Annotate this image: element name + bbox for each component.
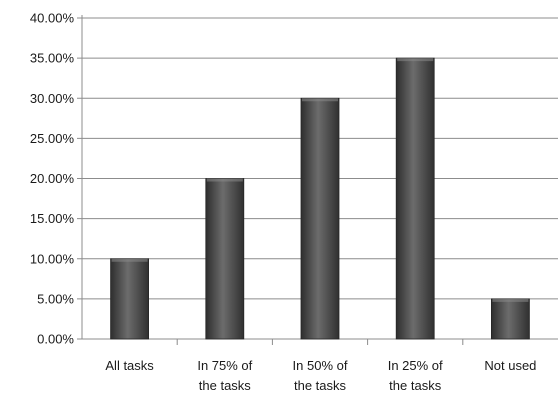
x-category-label: In 50% of	[293, 358, 348, 373]
y-tick-label: 25.00%	[30, 131, 75, 146]
y-tick-label: 0.00%	[37, 332, 74, 347]
bar	[490, 298, 530, 340]
axes	[77, 15, 558, 345]
x-category-label: All tasks	[105, 358, 154, 373]
bar	[205, 178, 245, 340]
x-category-label: Not used	[484, 358, 536, 373]
bar	[300, 97, 340, 340]
bar-top-bevel	[492, 298, 529, 302]
bar-top-bevel	[206, 178, 243, 182]
y-tick-label: 15.00%	[30, 211, 75, 226]
bar-top-bevel	[302, 98, 338, 102]
x-category-label: the tasks	[294, 378, 347, 393]
x-category-label: In 25% of	[388, 358, 443, 373]
x-category-labels: All tasks In 75% of the tasks In 50% of the …	[105, 358, 536, 393]
y-tick-labels: 0.00% 5.00% 10.00% 15.00% 20.00% 25.00% 30.00%…	[30, 11, 75, 347]
y-tick-label: 35.00%	[30, 51, 75, 66]
x-category-label: the tasks	[199, 378, 252, 393]
y-tick-label: 5.00%	[37, 291, 74, 306]
y-tick-label: 30.00%	[30, 91, 75, 106]
bars	[110, 57, 530, 340]
y-tick-label: 40.00%	[30, 11, 75, 26]
x-category-label: In 75% of	[197, 358, 252, 373]
y-tick-label: 10.00%	[30, 251, 75, 266]
bar-top-bevel	[397, 58, 434, 62]
bar-top-bevel	[111, 258, 148, 262]
x-category-label: the tasks	[389, 378, 442, 393]
y-tick-label: 20.00%	[30, 171, 75, 186]
bar	[395, 57, 435, 340]
bar	[110, 258, 149, 340]
